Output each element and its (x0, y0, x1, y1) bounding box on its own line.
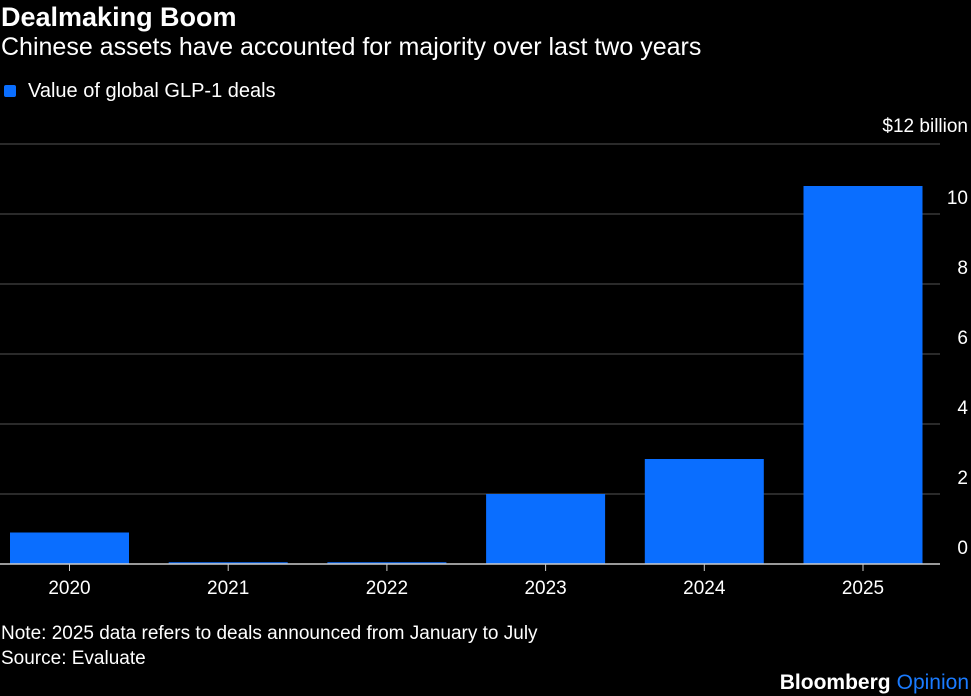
y-tick-labels: 0 2 4 6 8 10 (947, 188, 969, 559)
legend-swatch (4, 85, 16, 97)
gridlines (0, 143, 940, 495)
bar-chart: 0 2 4 6 8 10 2020 2021 2022 2023 2024 2025 (0, 143, 969, 599)
bars (10, 186, 923, 564)
footnote: Note: 2025 data refers to deals announce… (1, 623, 538, 644)
y-tick-label: 2 (957, 468, 968, 489)
source-note: Source: Evaluate (1, 648, 146, 669)
y-tick-label: 0 (957, 538, 968, 559)
y-axis-unit-label: $12 billion (882, 116, 968, 137)
bar-2021 (168, 562, 288, 564)
legend-label: Value of global GLP-1 deals (28, 79, 276, 102)
x-tick-labels: 2020 2021 2022 2023 2024 2025 (48, 564, 884, 599)
bar-2020 (10, 532, 129, 564)
x-tick-label: 2022 (366, 578, 408, 599)
brand-sub: Opinion (896, 671, 969, 694)
chart-title: Dealmaking Boom (1, 2, 237, 32)
x-tick-label: 2025 (842, 578, 884, 599)
x-tick-label: 2020 (48, 578, 90, 599)
chart-subtitle: Chinese assets have accounted for majori… (1, 33, 702, 61)
x-tick-label: 2021 (207, 578, 249, 599)
bar-2024 (644, 459, 764, 564)
y-tick-label: 6 (957, 328, 968, 349)
bar-2023 (486, 494, 606, 564)
bar-2022 (327, 562, 447, 564)
brand-logo: Bloomberg Opinion (780, 670, 969, 696)
y-tick-label: 4 (957, 398, 968, 419)
y-tick-label: 8 (957, 258, 968, 279)
brand-main: Bloomberg (779, 671, 891, 694)
x-tick-label: 2023 (524, 578, 566, 599)
x-tick-label: 2024 (683, 578, 726, 599)
bar-2025 (803, 186, 923, 564)
legend: Value of global GLP-1 deals (4, 78, 276, 104)
y-tick-label: 10 (947, 188, 968, 209)
